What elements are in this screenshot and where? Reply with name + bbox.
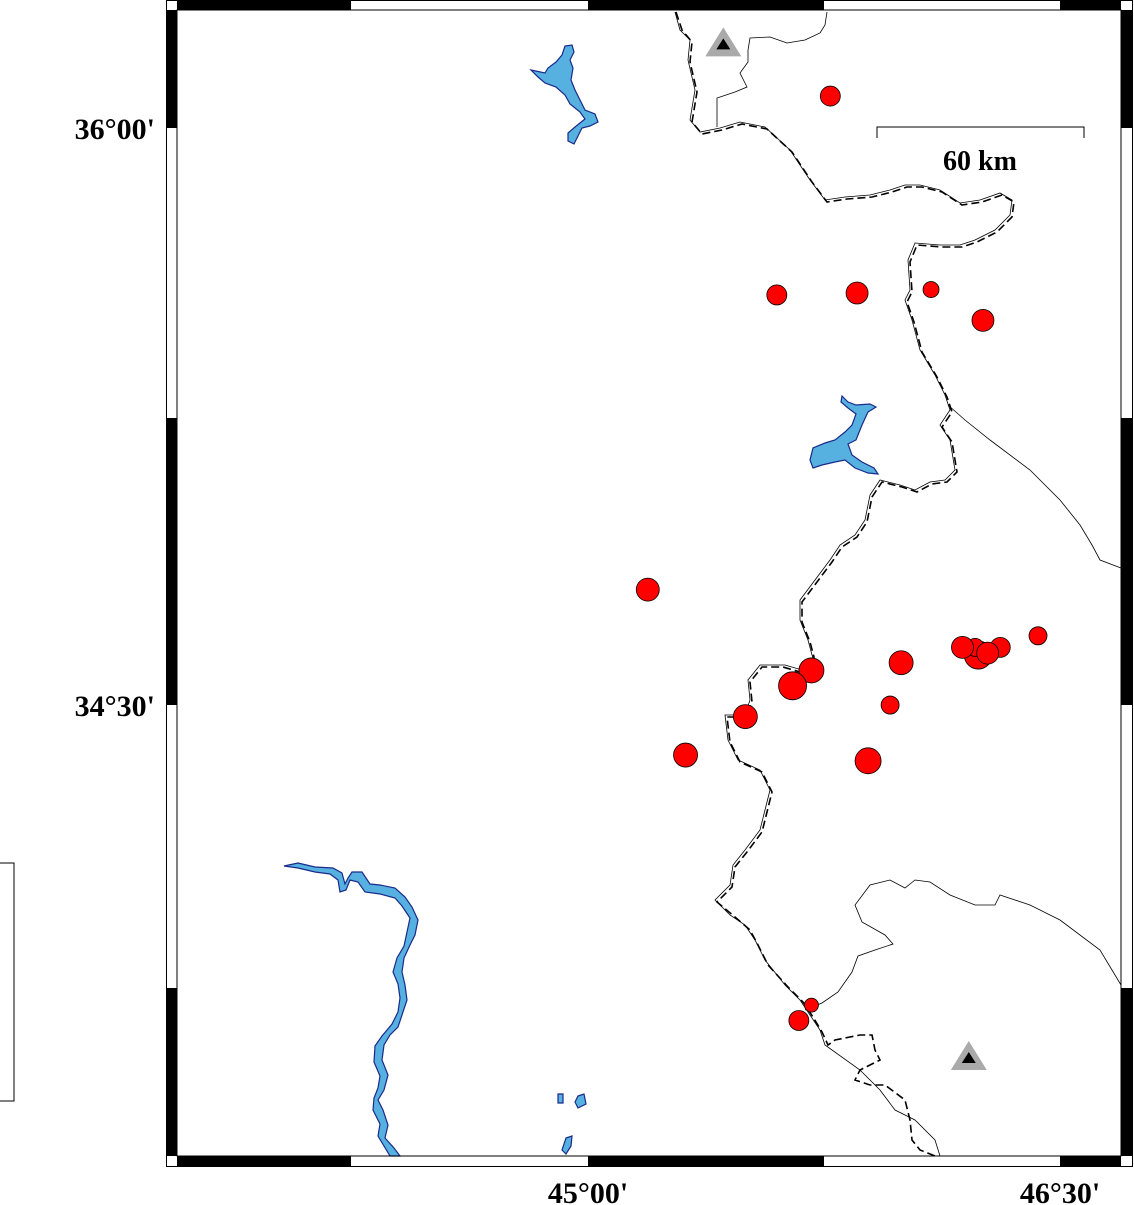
map-frame bbox=[166, 0, 1133, 1167]
event-circle bbox=[766, 284, 788, 306]
event-circle bbox=[819, 85, 841, 107]
province-line-north bbox=[716, 11, 828, 127]
boundaries bbox=[674, 11, 1122, 1157]
event-circle bbox=[788, 1010, 810, 1031]
island-2 bbox=[574, 1093, 587, 1109]
station-triangle-icon bbox=[950, 1041, 987, 1071]
event-circle bbox=[976, 641, 1000, 665]
event-circle bbox=[635, 577, 660, 602]
x-tick-label: 46°30' bbox=[1020, 1177, 1100, 1205]
island-3 bbox=[561, 1135, 573, 1155]
y-tick-label: 36°00' bbox=[75, 113, 155, 146]
scale-bar-label: 60 km bbox=[943, 146, 1017, 177]
event-circle bbox=[922, 281, 940, 298]
x-tick-label: 45°00' bbox=[548, 1177, 628, 1205]
scale-bar: 60 km bbox=[876, 126, 1085, 177]
province-line-south bbox=[804, 879, 1122, 1011]
event-circle bbox=[971, 308, 995, 332]
event-circle bbox=[804, 997, 819, 1013]
y-tick-label: 34°30' bbox=[75, 690, 155, 723]
river-southwest bbox=[283, 862, 419, 1157]
border-dashed bbox=[675, 11, 1015, 1157]
event-circle bbox=[732, 704, 758, 729]
events-layer bbox=[635, 85, 1048, 1031]
event-circle bbox=[888, 650, 914, 676]
lake-north bbox=[529, 44, 599, 145]
station-triangle-icon bbox=[705, 27, 742, 57]
province-line-east bbox=[947, 404, 1122, 569]
event-circle bbox=[951, 635, 974, 659]
island-1 bbox=[557, 1093, 564, 1104]
lake-central bbox=[809, 394, 880, 475]
event-circle bbox=[880, 695, 900, 715]
stations-layer bbox=[705, 27, 987, 1071]
legend-box-partial bbox=[0, 862, 15, 1102]
event-circle bbox=[845, 281, 869, 305]
event-circle bbox=[778, 671, 807, 701]
event-circle bbox=[673, 742, 698, 768]
event-circle bbox=[1028, 626, 1048, 646]
event-circle bbox=[854, 747, 882, 775]
border-solid bbox=[674, 11, 1013, 1157]
event-circle bbox=[798, 657, 825, 684]
